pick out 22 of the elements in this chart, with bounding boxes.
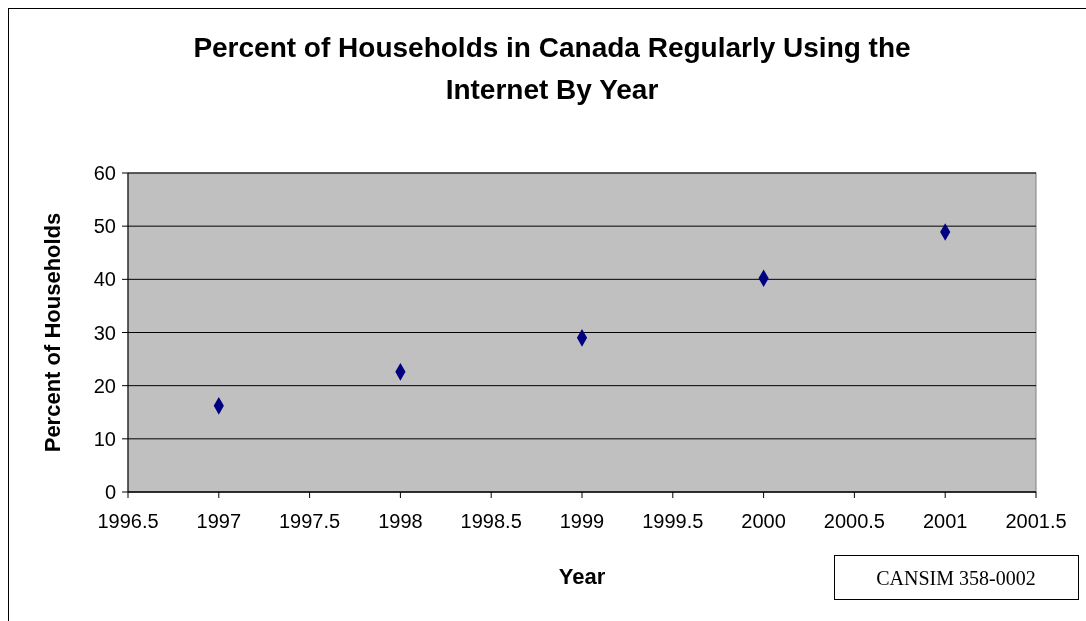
x-tick-label: 1999 xyxy=(559,510,605,532)
y-tick-label: 50 xyxy=(93,215,116,238)
chart-title: Percent of Households in Canada Regularly Using the Internet By Year xyxy=(193,32,911,105)
x-axis-title: Year xyxy=(558,564,606,589)
y-tick-label: 60 xyxy=(93,162,116,184)
x-tick-label: 1997.5 xyxy=(279,510,341,532)
x-tick-label: 1996.5 xyxy=(97,510,159,532)
x-tick-label: 2000 xyxy=(741,510,786,532)
y-tick-label: 0 xyxy=(104,481,116,503)
x-tick-label: 1997 xyxy=(196,510,242,532)
x-tick-label: 2001.5 xyxy=(1005,510,1067,532)
x-tick-label: 2000.5 xyxy=(823,510,885,532)
y-tick-label: 30 xyxy=(93,321,116,344)
y-tick-label: 10 xyxy=(93,427,116,450)
x-tick-label: 1998 xyxy=(378,510,423,532)
x-tick-label: 1999.5 xyxy=(642,510,704,532)
x-tick-label: 2001 xyxy=(922,510,968,532)
y-tick-label: 40 xyxy=(93,268,116,291)
text: CANSIM 358-0002 xyxy=(876,567,1036,589)
x-tick-label: 1998.5 xyxy=(460,510,522,532)
y-axis-title: Percent of Households xyxy=(40,212,65,453)
y-tick-label: 20 xyxy=(93,374,116,397)
